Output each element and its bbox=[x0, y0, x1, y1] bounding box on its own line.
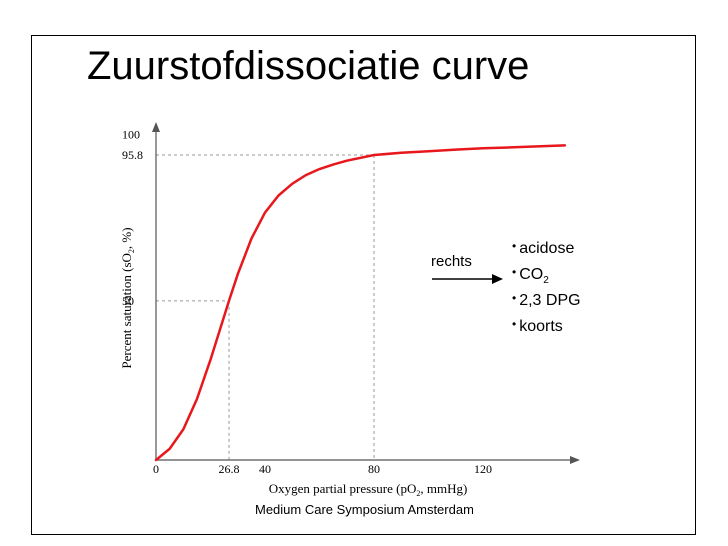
slide-title: Zuurstofdissociatie curve bbox=[87, 44, 530, 88]
bullet-icon: • bbox=[512, 317, 517, 331]
x-tick-label: 120 bbox=[474, 462, 492, 476]
list-item: • acidose bbox=[512, 239, 575, 257]
shift-factors-list: • acidose • CO2 • 2,3 DPG • koorts bbox=[512, 236, 581, 340]
y-axis-arrowhead bbox=[152, 122, 160, 132]
list-item: • 2,3 DPG bbox=[512, 291, 581, 309]
x-tick-label: 80 bbox=[368, 462, 380, 476]
tick-labels: 0 26.8 40 80 120 100 95.8 50 bbox=[122, 128, 492, 476]
x-tick-label: 26.8 bbox=[219, 462, 240, 476]
list-item: • CO2 bbox=[512, 265, 549, 287]
bullet-icon: • bbox=[512, 291, 517, 305]
y-tick-label: 95.8 bbox=[122, 148, 143, 162]
x-axis-title: Oxygen partial pressure (pO2, mmHg) bbox=[269, 481, 468, 498]
x-axis-arrowhead bbox=[570, 456, 580, 464]
bullet-icon: • bbox=[512, 239, 517, 253]
reference-lines bbox=[156, 154, 375, 460]
dissociation-curve bbox=[154, 144, 567, 462]
right-shift-arrowhead bbox=[492, 274, 503, 284]
slide-footer: Medium Care Symposium Amsterdam bbox=[255, 502, 473, 517]
list-item: • koorts bbox=[512, 317, 563, 335]
x-tick-label: 40 bbox=[259, 462, 271, 476]
y-axis-title: Percent saturation (sO2, %) bbox=[119, 227, 136, 368]
arrow-label: rechts bbox=[431, 253, 472, 270]
slide-frame bbox=[31, 35, 696, 535]
x-tick-label: 0 bbox=[153, 462, 159, 476]
y-tick-label: 50 bbox=[122, 294, 134, 308]
bullet-icon: • bbox=[512, 265, 517, 279]
y-tick-label: 100 bbox=[122, 128, 140, 142]
